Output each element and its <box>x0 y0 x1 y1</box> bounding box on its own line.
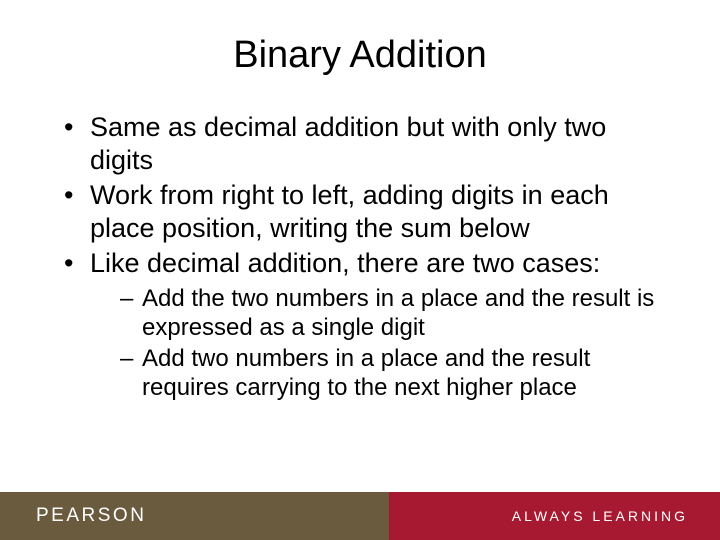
footer-right-panel: ALWAYS LEARNING <box>389 492 720 540</box>
sub-bullet-list: Add the two numbers in a place and the r… <box>90 284 670 403</box>
footer-bar: PEARSON ALWAYS LEARNING <box>0 492 720 540</box>
footer-tagline: ALWAYS LEARNING <box>512 508 688 524</box>
bullet-item: Like decimal addition, there are two cas… <box>64 247 670 403</box>
bullet-item: Same as decimal addition but with only t… <box>64 111 670 177</box>
bullet-list: Same as decimal addition but with only t… <box>50 111 670 403</box>
footer-left-panel: PEARSON <box>0 492 389 540</box>
slide-container: Binary Addition Same as decimal addition… <box>0 0 720 540</box>
sub-bullet-item: Add the two numbers in a place and the r… <box>120 284 670 343</box>
bullet-text: Like decimal addition, there are two cas… <box>90 248 600 278</box>
brand-logo: PEARSON <box>36 505 146 527</box>
sub-bullet-item: Add two numbers in a place and the resul… <box>120 344 670 403</box>
bullet-item: Work from right to left, adding digits i… <box>64 179 670 245</box>
slide-title: Binary Addition <box>50 34 670 77</box>
